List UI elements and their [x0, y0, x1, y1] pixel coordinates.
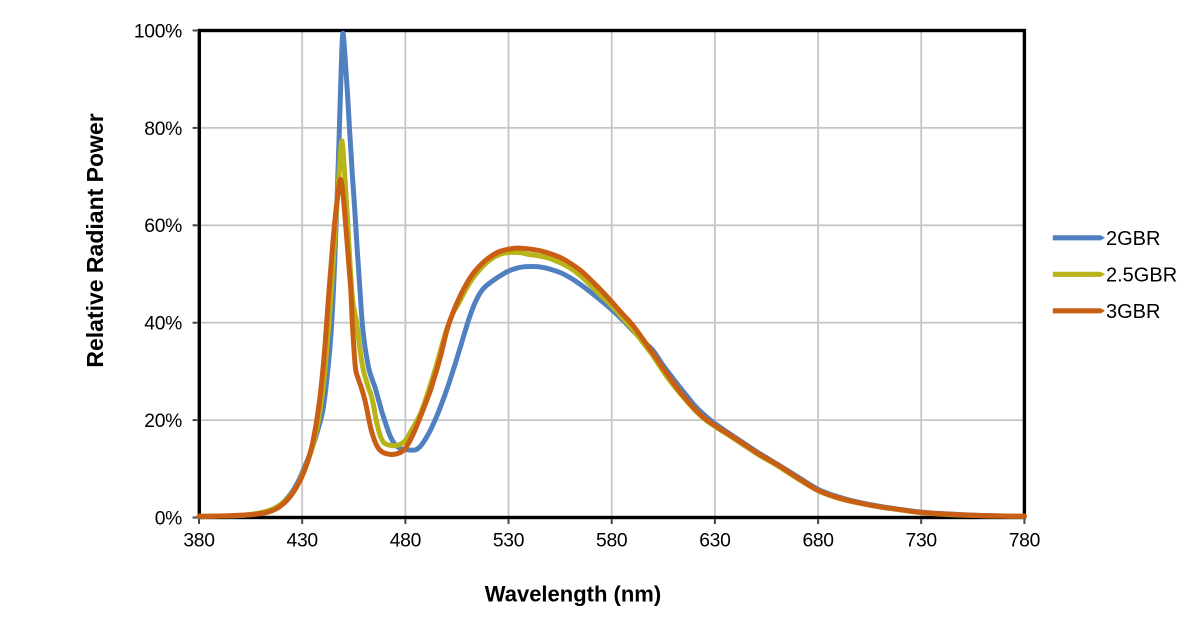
svg-text:430: 430: [287, 531, 318, 552]
svg-text:0%: 0%: [155, 508, 182, 529]
svg-text:60%: 60%: [144, 216, 182, 237]
svg-text:680: 680: [802, 531, 833, 552]
svg-text:20%: 20%: [144, 411, 182, 432]
svg-text:780: 780: [1009, 531, 1040, 552]
svg-text:Relative Radiant Power: Relative Radiant Power: [82, 113, 108, 367]
svg-text:480: 480: [390, 531, 421, 552]
svg-text:530: 530: [493, 531, 524, 552]
svg-text:630: 630: [699, 531, 730, 552]
svg-text:2.5GBR: 2.5GBR: [1106, 265, 1177, 287]
svg-text:380: 380: [183, 531, 214, 552]
svg-text:80%: 80%: [144, 119, 182, 140]
svg-text:580: 580: [596, 531, 627, 552]
svg-text:3GBR: 3GBR: [1106, 301, 1160, 323]
svg-text:100%: 100%: [134, 21, 182, 42]
svg-text:730: 730: [906, 531, 937, 552]
svg-text:40%: 40%: [144, 314, 182, 335]
svg-text:2GBR: 2GBR: [1106, 228, 1160, 250]
svg-text:Wavelength (nm): Wavelength (nm): [485, 582, 661, 607]
